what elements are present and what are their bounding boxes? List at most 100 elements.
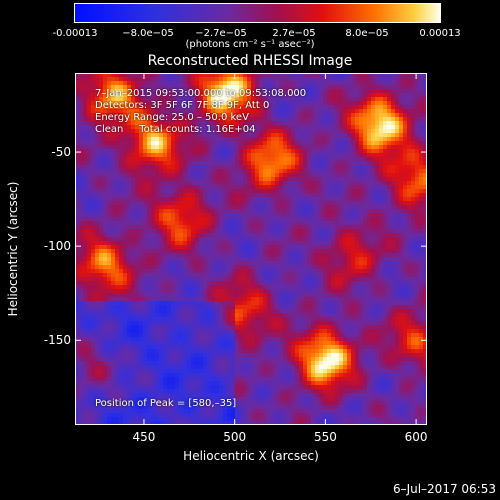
heatmap-cell bbox=[87, 161, 91, 165]
heatmap-cell bbox=[315, 197, 319, 201]
heatmap-cell bbox=[407, 157, 411, 161]
heatmap-cell bbox=[319, 85, 323, 89]
heatmap-cell bbox=[391, 85, 395, 89]
heatmap-cell bbox=[243, 205, 247, 209]
heatmap-cell bbox=[303, 193, 307, 197]
heatmap-cell bbox=[259, 173, 263, 177]
heatmap-cell bbox=[243, 173, 247, 177]
heatmap-cell bbox=[415, 113, 419, 117]
heatmap-cell bbox=[279, 181, 283, 185]
heatmap-cell bbox=[215, 209, 219, 213]
heatmap-cell bbox=[83, 181, 87, 185]
heatmap-cell bbox=[107, 225, 111, 229]
heatmap-cell bbox=[295, 157, 299, 161]
heatmap-cell bbox=[135, 89, 139, 93]
heatmap-cell bbox=[271, 145, 275, 149]
heatmap-cell bbox=[115, 129, 119, 133]
heatmap-cell bbox=[343, 113, 347, 117]
heatmap-cell bbox=[355, 173, 359, 177]
heatmap-cell bbox=[191, 153, 195, 157]
heatmap-cell bbox=[151, 197, 155, 201]
heatmap-cell bbox=[303, 85, 307, 89]
heatmap-cell bbox=[155, 193, 159, 197]
heatmap-cell bbox=[207, 125, 211, 129]
heatmap-cell bbox=[383, 77, 387, 81]
heatmap-cell bbox=[351, 185, 355, 189]
heatmap-cell bbox=[295, 197, 299, 201]
heatmap-cell bbox=[75, 73, 79, 77]
heatmap-cell bbox=[139, 185, 143, 189]
heatmap-cell bbox=[167, 81, 171, 85]
heatmap-cell bbox=[243, 89, 247, 93]
heatmap-cell bbox=[395, 165, 399, 169]
heatmap-cell bbox=[415, 85, 419, 89]
heatmap-cell bbox=[83, 185, 87, 189]
heatmap-cell bbox=[191, 177, 195, 181]
heatmap-cell bbox=[419, 97, 423, 101]
heatmap-cell bbox=[75, 93, 79, 97]
heatmap-cell bbox=[231, 201, 235, 205]
heatmap-cell bbox=[247, 121, 251, 125]
heatmap-cell bbox=[391, 73, 395, 77]
heatmap-cell bbox=[307, 133, 311, 137]
heatmap-cell bbox=[383, 149, 387, 153]
heatmap-cell bbox=[147, 169, 151, 173]
heatmap-cell bbox=[323, 113, 327, 117]
heatmap-cell bbox=[143, 209, 147, 213]
heatmap-cell bbox=[399, 117, 403, 121]
heatmap-cell bbox=[359, 101, 363, 105]
heatmap-cell bbox=[291, 133, 295, 137]
heatmap-cell bbox=[175, 177, 179, 181]
heatmap-cell bbox=[243, 73, 247, 77]
heatmap-cell bbox=[399, 113, 403, 117]
heatmap-cell bbox=[395, 85, 399, 89]
heatmap-cell bbox=[203, 189, 207, 193]
heatmap-cell bbox=[151, 161, 155, 165]
heatmap-cell bbox=[147, 105, 151, 109]
heatmap-cell bbox=[255, 205, 259, 209]
heatmap-cell bbox=[407, 73, 411, 77]
heatmap-cell bbox=[267, 125, 271, 129]
heatmap-cell bbox=[375, 181, 379, 185]
heatmap-cell bbox=[379, 133, 383, 137]
heatmap-cell bbox=[359, 213, 363, 217]
heatmap-cell bbox=[191, 105, 195, 109]
heatmap-cell bbox=[415, 225, 419, 229]
heatmap-cell bbox=[419, 201, 423, 205]
heatmap-cell bbox=[359, 125, 363, 129]
heatmap-cell bbox=[123, 145, 127, 149]
heatmap-cell bbox=[403, 109, 407, 113]
heatmap-cell bbox=[231, 77, 235, 81]
heatmap-cell bbox=[227, 109, 231, 113]
heatmap-cell bbox=[99, 173, 103, 177]
heatmap-cell bbox=[91, 77, 95, 81]
heatmap-cell bbox=[191, 89, 195, 93]
heatmap-cell bbox=[315, 225, 319, 229]
heatmap-cell bbox=[379, 145, 383, 149]
heatmap-cell bbox=[175, 93, 179, 97]
heatmap-cell bbox=[103, 81, 107, 85]
heatmap-cell bbox=[395, 205, 399, 209]
heatmap-cell bbox=[123, 101, 127, 105]
heatmap-cell bbox=[267, 209, 271, 213]
heatmap-cell bbox=[135, 141, 139, 145]
heatmap-cell bbox=[147, 185, 151, 189]
heatmap-cell bbox=[219, 81, 223, 85]
heatmap-cell bbox=[87, 133, 91, 137]
heatmap-cell bbox=[79, 205, 83, 209]
heatmap-cell bbox=[91, 93, 95, 97]
heatmap-cell bbox=[383, 117, 387, 121]
heatmap-cell bbox=[95, 157, 99, 161]
heatmap-cell bbox=[311, 193, 315, 197]
heatmap-cell bbox=[163, 181, 167, 185]
heatmap-cell bbox=[415, 221, 419, 225]
heatmap-cell bbox=[259, 97, 263, 101]
heatmap-cell bbox=[171, 129, 175, 133]
heatmap-cell bbox=[131, 185, 135, 189]
heatmap-cell bbox=[203, 221, 207, 225]
heatmap-cell bbox=[271, 193, 275, 197]
heatmap-cell bbox=[179, 125, 183, 129]
heatmap-cell bbox=[267, 201, 271, 205]
heatmap-cell bbox=[279, 165, 283, 169]
heatmap-cell bbox=[191, 125, 195, 129]
